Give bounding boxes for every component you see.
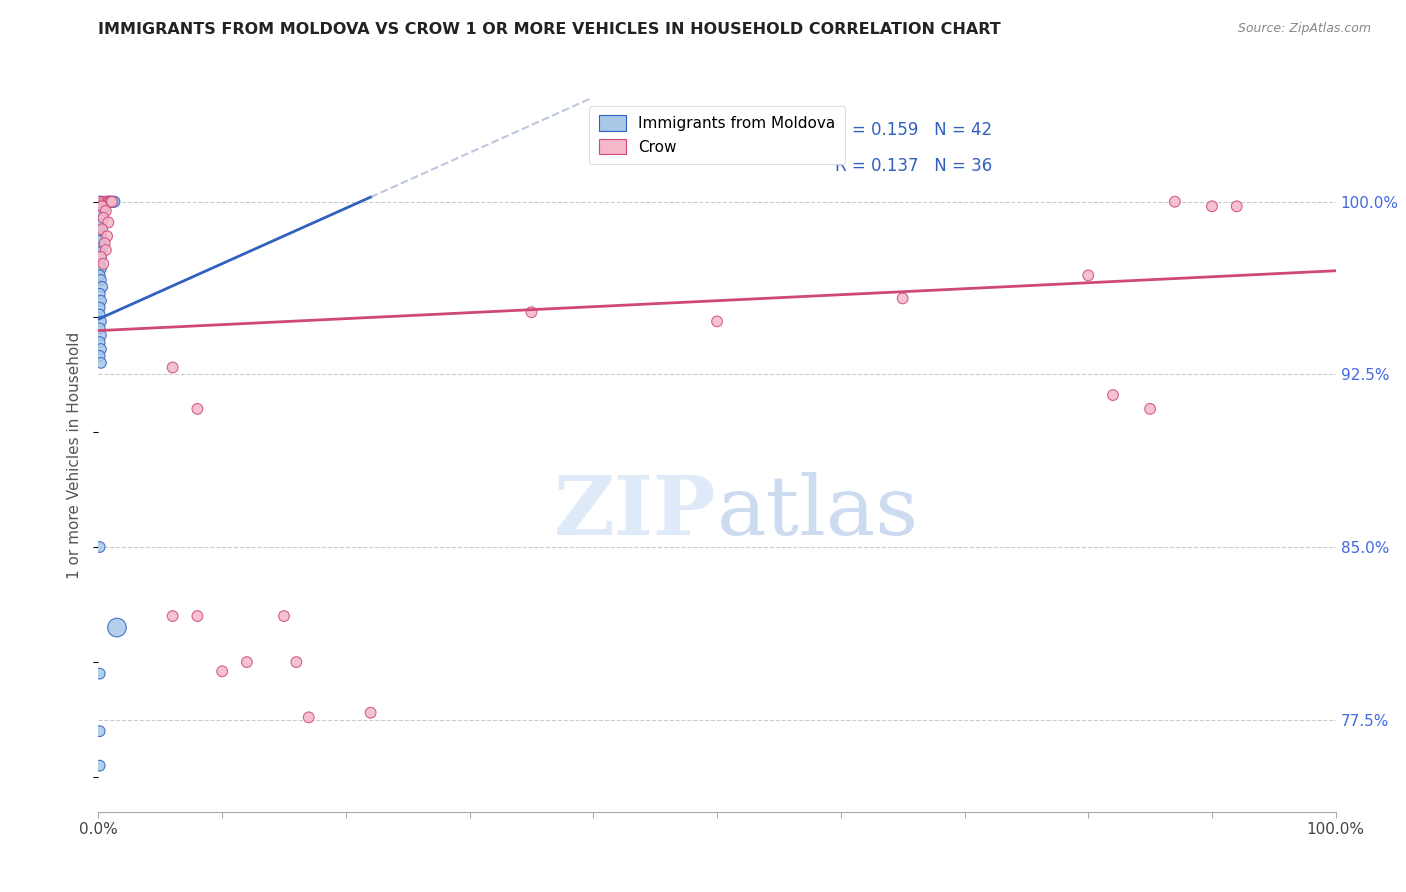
Text: Source: ZipAtlas.com: Source: ZipAtlas.com bbox=[1237, 22, 1371, 36]
Point bbox=[520, 305, 543, 319]
Point bbox=[103, 194, 125, 209]
Point bbox=[89, 286, 111, 301]
Point bbox=[90, 261, 112, 276]
Point bbox=[1201, 199, 1223, 213]
Point bbox=[91, 199, 114, 213]
Point bbox=[93, 257, 115, 271]
Point bbox=[273, 609, 295, 624]
Point bbox=[105, 621, 128, 635]
Point bbox=[706, 314, 728, 328]
Point bbox=[91, 241, 114, 255]
Point bbox=[90, 293, 112, 308]
Point bbox=[96, 194, 118, 209]
Point bbox=[93, 236, 115, 251]
Point bbox=[90, 314, 112, 328]
Point bbox=[90, 199, 112, 213]
Point bbox=[891, 292, 914, 306]
Point bbox=[89, 666, 111, 681]
Point bbox=[89, 245, 111, 260]
Point bbox=[89, 257, 111, 271]
Point bbox=[1164, 194, 1187, 209]
Point bbox=[100, 194, 122, 209]
Point bbox=[89, 268, 111, 283]
Point bbox=[91, 194, 114, 209]
Point bbox=[360, 706, 382, 720]
Point bbox=[162, 609, 184, 624]
Point bbox=[89, 724, 111, 739]
Point bbox=[1077, 268, 1099, 283]
Point bbox=[89, 194, 111, 209]
Point bbox=[162, 360, 184, 375]
Y-axis label: 1 or more Vehicles in Household: 1 or more Vehicles in Household bbox=[67, 331, 83, 579]
Point bbox=[298, 710, 321, 724]
Point bbox=[1139, 401, 1161, 416]
Point bbox=[96, 194, 118, 209]
Point bbox=[90, 194, 112, 209]
Point bbox=[89, 225, 111, 239]
Point bbox=[1226, 199, 1249, 213]
Point bbox=[186, 401, 208, 416]
Point bbox=[97, 194, 120, 209]
Point bbox=[90, 250, 112, 264]
Text: ZIP: ZIP bbox=[554, 472, 717, 552]
Point bbox=[285, 655, 308, 669]
Point bbox=[94, 243, 117, 257]
Point bbox=[101, 194, 124, 209]
Point bbox=[89, 335, 111, 350]
Point bbox=[89, 301, 111, 315]
Point bbox=[98, 194, 121, 209]
Text: IMMIGRANTS FROM MOLDOVA VS CROW 1 OR MORE VEHICLES IN HOUSEHOLD CORRELATION CHAR: IMMIGRANTS FROM MOLDOVA VS CROW 1 OR MOR… bbox=[98, 22, 1001, 37]
Point bbox=[90, 229, 112, 244]
Point bbox=[89, 194, 111, 209]
Text: R = 0.159   N = 42: R = 0.159 N = 42 bbox=[835, 121, 991, 139]
Point bbox=[93, 194, 115, 209]
Point bbox=[91, 222, 114, 236]
Point bbox=[91, 213, 114, 227]
Text: R = 0.137   N = 36: R = 0.137 N = 36 bbox=[835, 157, 991, 175]
Point bbox=[89, 209, 111, 223]
Point bbox=[1102, 388, 1125, 402]
Point bbox=[97, 194, 120, 209]
Point bbox=[186, 609, 208, 624]
Point bbox=[89, 540, 111, 554]
Point bbox=[89, 758, 111, 772]
Point bbox=[91, 280, 114, 294]
Point bbox=[236, 655, 259, 669]
Point bbox=[90, 218, 112, 232]
Point bbox=[103, 194, 125, 209]
Text: atlas: atlas bbox=[717, 472, 920, 552]
Point bbox=[101, 194, 124, 209]
Point bbox=[90, 342, 112, 356]
Point bbox=[211, 665, 233, 679]
Point bbox=[90, 250, 112, 264]
Point bbox=[90, 273, 112, 287]
Point bbox=[97, 215, 120, 229]
Point bbox=[90, 356, 112, 370]
Point bbox=[90, 328, 112, 343]
Point bbox=[89, 308, 111, 322]
Point bbox=[98, 194, 121, 209]
Point bbox=[89, 234, 111, 248]
Point bbox=[96, 229, 118, 244]
Point bbox=[94, 203, 117, 218]
Point bbox=[93, 202, 115, 216]
Point bbox=[89, 349, 111, 363]
Point bbox=[93, 211, 115, 225]
Legend: Immigrants from Moldova, Crow: Immigrants from Moldova, Crow bbox=[589, 106, 845, 164]
Point bbox=[89, 321, 111, 335]
Point bbox=[100, 194, 122, 209]
